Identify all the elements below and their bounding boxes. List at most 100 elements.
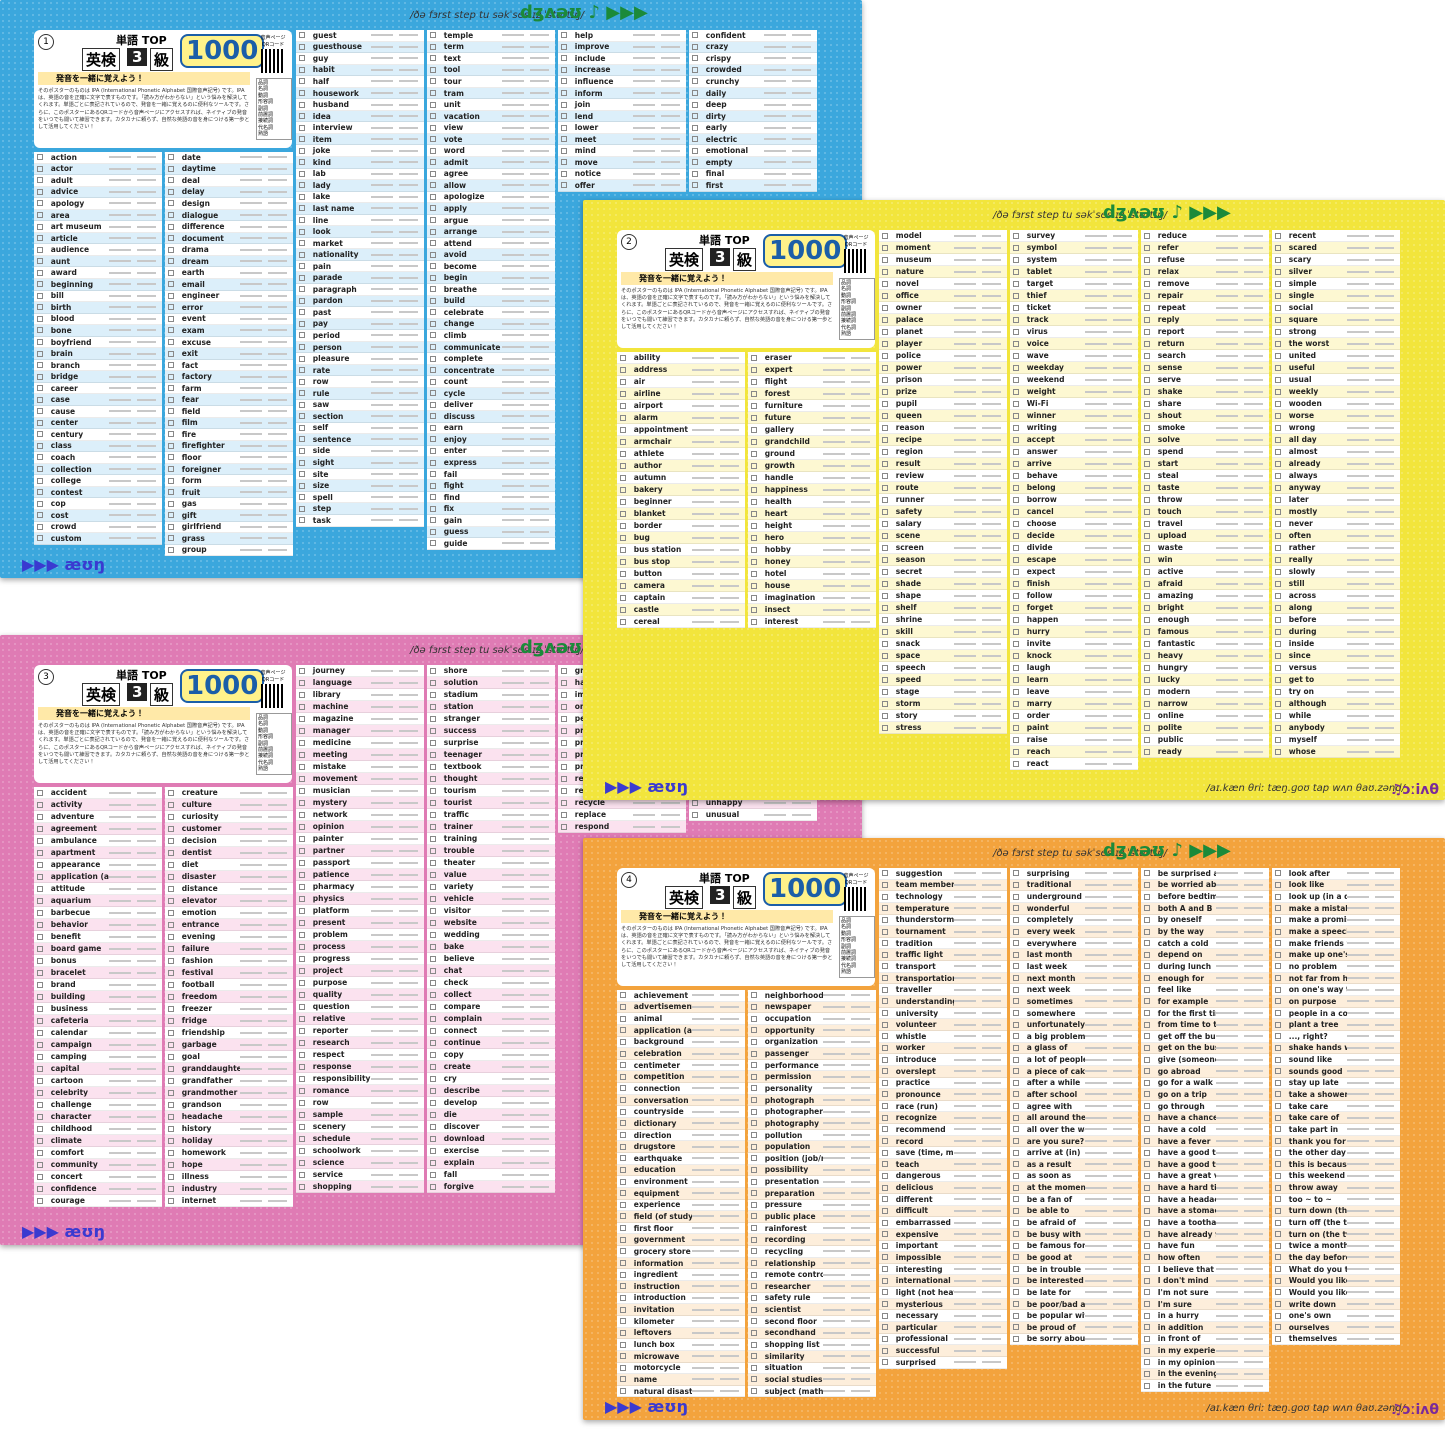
word-row: stress (879, 722, 1007, 734)
ipa-placeholder (691, 380, 715, 383)
meaning-placeholder (1113, 953, 1132, 956)
meaning-placeholder (530, 115, 549, 118)
word: textbook (443, 762, 482, 771)
word: sometimes (1026, 996, 1073, 1006)
word-row: guy (296, 53, 424, 65)
checkbox (1275, 472, 1281, 479)
meaning-placeholder (137, 190, 156, 193)
word-row: armchair (617, 436, 745, 448)
word: information (633, 1258, 684, 1268)
checkbox (430, 919, 436, 926)
checkbox (168, 223, 174, 230)
ipa-placeholder (953, 1093, 977, 1096)
ipa-placeholder (1215, 1023, 1239, 1026)
checkbox (1275, 905, 1281, 912)
ipa-placeholder (501, 334, 525, 337)
kyu: 級 (150, 48, 174, 71)
word: bone (50, 325, 72, 335)
checkbox (1144, 1266, 1150, 1273)
ipa-placeholder (108, 306, 132, 309)
meaning-placeholder (1375, 1058, 1394, 1061)
word: section (312, 411, 344, 421)
ipa-placeholder (370, 195, 394, 198)
word-row: discover (427, 1121, 555, 1133)
ipa-placeholder (953, 690, 977, 693)
word-row: believe (427, 953, 555, 965)
ipa-placeholder (1346, 462, 1370, 465)
ipa-placeholder (632, 801, 656, 804)
meaning-placeholder (720, 1064, 739, 1067)
word-row: forest (748, 388, 876, 400)
word: mysterious (895, 1299, 943, 1309)
checkbox (430, 847, 436, 854)
word: captain (633, 593, 666, 602)
checkbox (299, 847, 305, 854)
ipa-placeholder (239, 225, 263, 228)
word-row: agree (427, 168, 555, 181)
ipa-placeholder (370, 753, 394, 756)
word: earth (181, 268, 205, 278)
word-row: shake (1141, 386, 1269, 398)
word-row: look after (1272, 868, 1400, 880)
checkbox (882, 1044, 888, 1051)
word: event (181, 314, 206, 324)
checkbox (37, 981, 43, 988)
checkbox (1144, 688, 1150, 695)
word: join (574, 100, 591, 110)
word-row: complete (427, 353, 555, 365)
meaning-placeholder (399, 729, 418, 732)
word-row: leftovers (617, 1327, 745, 1340)
word: happiness (764, 485, 808, 494)
checkbox (430, 703, 436, 710)
checkbox (168, 1017, 174, 1024)
checkbox (882, 905, 888, 912)
word: be late for (1026, 1287, 1071, 1297)
word: habit (312, 65, 335, 75)
ipa-placeholder (108, 525, 132, 528)
word: microwave (633, 1351, 680, 1361)
word-row: side (296, 445, 424, 458)
checkbox (1144, 1010, 1150, 1016)
word: patience (312, 870, 350, 879)
word-row: arrive at (in) (1010, 1147, 1138, 1160)
meaning-placeholder (530, 993, 549, 996)
meaning-placeholder (399, 195, 418, 198)
word: half (312, 76, 329, 86)
word: transportation (895, 973, 954, 983)
word: always (1288, 471, 1318, 480)
parts: 品詞 名詞 動詞 形容詞 副詞 前置詞 接続詞 代名詞 熟語 (839, 278, 875, 340)
word-row: passenger (748, 1048, 876, 1060)
ipa-placeholder (1346, 1268, 1370, 1271)
meaning-placeholder (1375, 953, 1394, 956)
checkbox (37, 350, 43, 357)
meaning-placeholder (720, 1145, 739, 1148)
ipa-placeholder (691, 572, 715, 575)
checkbox (882, 1359, 888, 1366)
checkbox (1275, 928, 1281, 935)
deco-bottom: ▶▶▶ æʊŋ (605, 1397, 688, 1416)
checkbox (1275, 1277, 1281, 1284)
word-row: although (1272, 698, 1400, 710)
word-row: aquarium (34, 895, 162, 907)
checkbox (882, 1021, 888, 1028)
word: have a toothache (1157, 1218, 1216, 1228)
checkbox (1013, 256, 1019, 263)
ipa-placeholder (501, 705, 525, 708)
checkbox (561, 751, 567, 758)
checkbox (299, 823, 305, 830)
header-box: 3 単語 TOP 英検 3 級 1000 音声ページ QRコード 発音を一緒に覚えよう！ そのポ… (34, 665, 292, 783)
word: enjoy (443, 434, 467, 444)
ipa-placeholder (501, 813, 525, 816)
banner: /ðə fɜrst step tu səkˈses ɪz ˈstɑrtɪŋ/ (993, 210, 1167, 221)
meaning-placeholder (1375, 270, 1394, 273)
meaning-placeholder (530, 801, 549, 804)
ipa-placeholder (691, 404, 715, 407)
meaning-placeholder (1113, 907, 1132, 910)
word: occupation (764, 1014, 812, 1024)
word: a big problem (1026, 1031, 1085, 1041)
word: film (181, 418, 198, 428)
word: sample (312, 1110, 344, 1119)
checkbox (430, 355, 436, 362)
checkbox (37, 419, 43, 426)
word: scared (1288, 243, 1317, 252)
